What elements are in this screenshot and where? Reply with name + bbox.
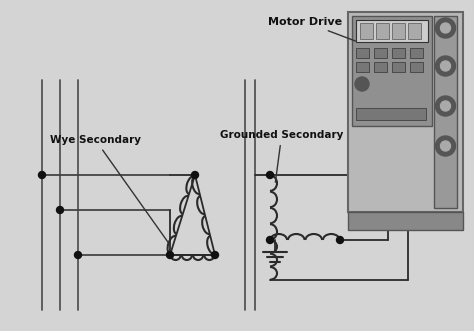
Circle shape — [266, 171, 273, 178]
FancyBboxPatch shape — [356, 48, 369, 58]
FancyBboxPatch shape — [374, 62, 387, 72]
Circle shape — [440, 61, 450, 71]
Text: Motor Drive: Motor Drive — [268, 17, 356, 41]
FancyBboxPatch shape — [408, 23, 421, 39]
FancyBboxPatch shape — [356, 108, 426, 120]
Circle shape — [436, 96, 456, 116]
Text: Wye Secondary: Wye Secondary — [50, 135, 168, 243]
FancyBboxPatch shape — [348, 212, 463, 230]
Circle shape — [337, 237, 344, 244]
FancyBboxPatch shape — [360, 23, 374, 39]
Circle shape — [38, 171, 46, 178]
Circle shape — [166, 252, 173, 259]
Circle shape — [436, 18, 456, 38]
FancyBboxPatch shape — [376, 23, 390, 39]
FancyBboxPatch shape — [374, 48, 387, 58]
FancyBboxPatch shape — [410, 48, 423, 58]
Circle shape — [440, 101, 450, 111]
FancyBboxPatch shape — [434, 16, 457, 208]
Circle shape — [56, 207, 64, 213]
Circle shape — [436, 56, 456, 76]
Circle shape — [436, 136, 456, 156]
Text: Grounded Secondary: Grounded Secondary — [220, 130, 343, 182]
Circle shape — [440, 141, 450, 151]
Circle shape — [266, 237, 273, 244]
Circle shape — [74, 252, 82, 259]
FancyBboxPatch shape — [392, 23, 405, 39]
FancyBboxPatch shape — [348, 12, 463, 212]
Circle shape — [191, 171, 199, 178]
FancyBboxPatch shape — [356, 20, 428, 42]
FancyBboxPatch shape — [356, 62, 369, 72]
FancyBboxPatch shape — [410, 62, 423, 72]
Circle shape — [440, 23, 450, 33]
FancyBboxPatch shape — [392, 48, 405, 58]
Circle shape — [211, 252, 219, 259]
Circle shape — [355, 77, 369, 91]
FancyBboxPatch shape — [352, 16, 432, 126]
FancyBboxPatch shape — [392, 62, 405, 72]
